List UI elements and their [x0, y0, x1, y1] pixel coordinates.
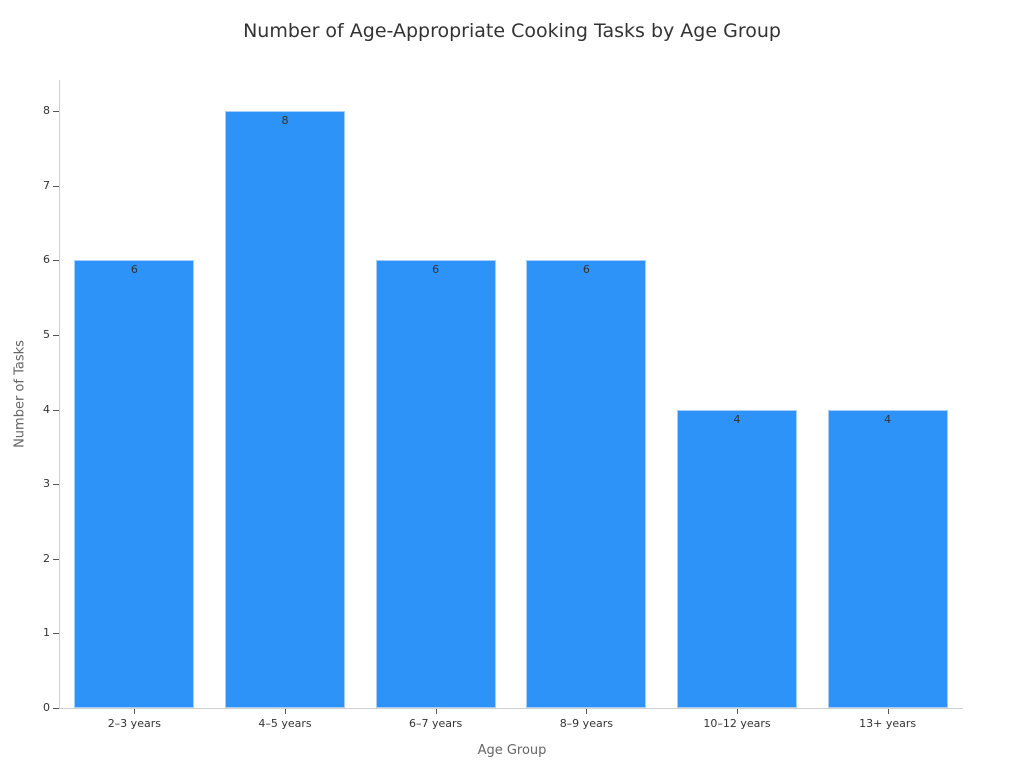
x-tick	[435, 709, 437, 714]
x-axis-title: Age Group	[477, 743, 547, 758]
y-tick-label: 0	[43, 701, 50, 714]
x-tick	[586, 709, 588, 714]
y-tick	[53, 111, 59, 113]
y-tick	[53, 633, 59, 635]
bar-value-label: 4	[884, 412, 892, 426]
bar	[225, 111, 345, 708]
y-tick	[53, 484, 59, 486]
y-tick-label: 2	[43, 551, 50, 565]
bar	[526, 260, 647, 708]
bar	[74, 260, 195, 708]
bar-value-label: 6	[130, 263, 138, 277]
x-tick-label: 8–9 years	[559, 717, 613, 730]
y-tick-label: 8	[43, 104, 50, 118]
bar	[375, 260, 496, 708]
y-tick	[53, 185, 59, 187]
bar-value-label: 4	[733, 412, 741, 426]
x-tick-label: 13+ years	[859, 717, 917, 730]
chart-title: Number of Age-Appropriate Cooking Tasks …	[243, 20, 781, 42]
x-tick	[887, 709, 889, 714]
y-axis-line	[59, 80, 60, 708]
x-axis-line	[59, 708, 963, 709]
y-tick	[53, 708, 59, 709]
x-tick-label: 6–7 years	[409, 717, 463, 730]
x-tick-label: 10–12 years	[703, 717, 771, 730]
y-tick-label: 5	[43, 328, 50, 341]
y-tick	[53, 260, 59, 262]
y-tick	[53, 335, 59, 336]
bar	[827, 409, 948, 708]
y-tick-label: 4	[43, 402, 50, 416]
y-tick	[53, 558, 59, 560]
x-tick	[737, 709, 738, 714]
y-tick	[53, 409, 59, 411]
y-axis-title: Number of Tasks	[12, 340, 28, 448]
y-tick-label: 1	[43, 626, 50, 640]
x-tick-label: 4–5 years	[258, 717, 312, 730]
y-tick-label: 3	[43, 477, 50, 491]
bar	[677, 409, 797, 708]
bar-value-label: 8	[281, 114, 289, 128]
bar-value-label: 6	[582, 263, 590, 277]
bar-value-label: 6	[432, 263, 440, 277]
x-tick	[134, 709, 136, 714]
x-tick	[285, 709, 286, 714]
y-tick-label: 6	[43, 253, 50, 267]
y-tick-label: 7	[43, 178, 50, 192]
x-tick-label: 2–3 years	[107, 717, 161, 730]
